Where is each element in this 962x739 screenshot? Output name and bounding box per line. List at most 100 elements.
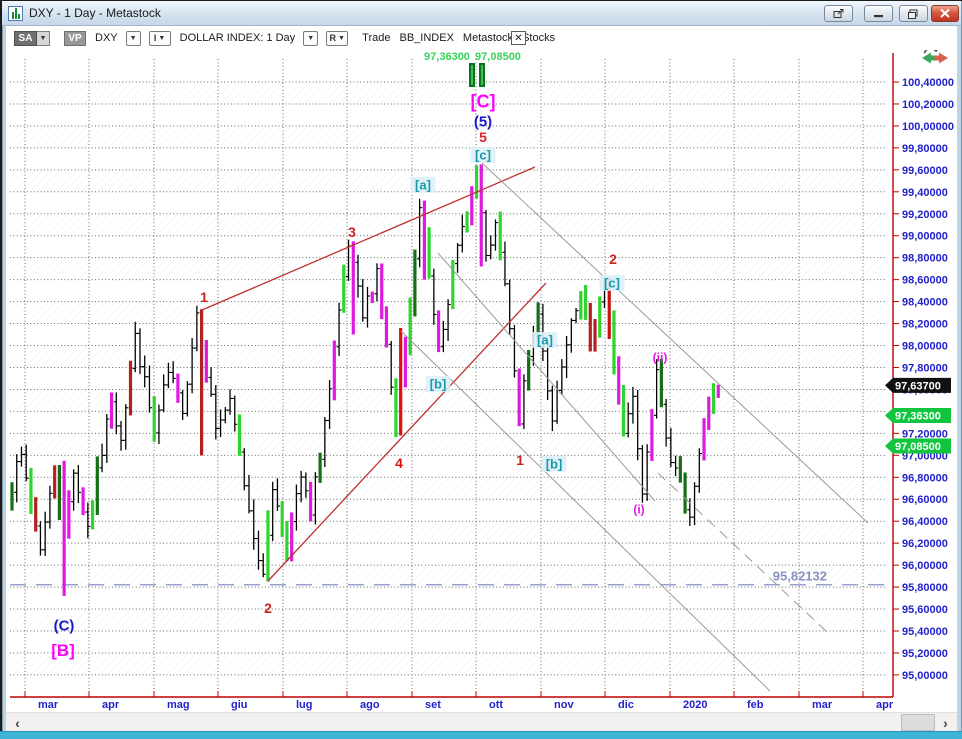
hatch-bands xyxy=(10,82,887,675)
marker-bar xyxy=(479,63,485,87)
chevron-down-icon: ▼ xyxy=(337,34,345,42)
svg-text:99,60000: 99,60000 xyxy=(902,165,948,177)
wave-label: [b] xyxy=(430,377,447,392)
svg-text:97,00000: 97,00000 xyxy=(902,450,948,462)
scrollbar-thumb[interactable] xyxy=(901,714,935,731)
vp-button[interactable]: VP xyxy=(64,30,86,46)
svg-text:99,00000: 99,00000 xyxy=(902,231,948,243)
svg-text:97,63700: 97,63700 xyxy=(895,380,941,392)
svg-text:apr: apr xyxy=(876,699,894,711)
svg-text:98,80000: 98,80000 xyxy=(902,253,948,265)
price-tag xyxy=(885,407,951,423)
svg-text:96,80000: 96,80000 xyxy=(902,472,948,484)
svg-text:96,60000: 96,60000 xyxy=(902,494,948,506)
wave-label: [c] xyxy=(475,148,491,163)
window-right-border xyxy=(957,1,962,739)
popout-icon xyxy=(833,8,844,18)
security-dropdown-button[interactable]: ▼ xyxy=(303,30,319,46)
wave-label: (ii) xyxy=(653,350,668,364)
svg-text:ago: ago xyxy=(360,699,380,711)
close-icon xyxy=(940,9,950,18)
svg-text:98,40000: 98,40000 xyxy=(902,297,948,309)
svg-text:97,80000: 97,80000 xyxy=(902,362,948,374)
svg-text:nov: nov xyxy=(554,699,574,711)
security-name-label: DOLLAR INDEX: 1 Day xyxy=(179,32,296,44)
restore-icon xyxy=(908,9,918,19)
r-dropdown-button[interactable]: R ▼ xyxy=(326,30,349,46)
svg-text:mar: mar xyxy=(38,699,59,711)
title-bar: DXY - 1 Day - Metastock xyxy=(2,1,961,26)
wave-label: 2 xyxy=(264,600,272,616)
toolbar-word-trade: Trade xyxy=(362,32,391,44)
app-icon xyxy=(8,5,23,21)
wave-labels: [C] (5)5 [c] [a] [b] 1 3 4 2 1 [a] [b] 2 [c] (ii) (i) (C… xyxy=(51,91,667,660)
restore-button[interactable] xyxy=(899,5,928,22)
svg-text:100,20000: 100,20000 xyxy=(902,99,954,111)
popout-button[interactable] xyxy=(824,5,853,22)
svg-text:97,36300: 97,36300 xyxy=(424,51,470,63)
wave-label: (5) xyxy=(474,113,492,130)
close-button[interactable] xyxy=(931,5,959,22)
wave-label: 1 xyxy=(200,289,208,305)
svg-text:96,40000: 96,40000 xyxy=(902,516,948,528)
svg-text:giu: giu xyxy=(231,699,248,711)
price-tag xyxy=(885,438,951,454)
svg-text:95,82132: 95,82132 xyxy=(773,569,827,584)
trendline xyxy=(657,472,827,632)
symbol-label: DXY xyxy=(95,32,118,44)
svg-text:98,00000: 98,00000 xyxy=(902,341,948,353)
trendline xyxy=(437,252,656,502)
trendline xyxy=(267,282,547,582)
toolbar-close-button[interactable]: ✕ xyxy=(511,31,526,45)
trendline xyxy=(201,166,536,311)
alert-values: 97,36300 97,08500 xyxy=(424,51,521,87)
scroll-right-button[interactable]: › xyxy=(943,714,948,731)
price-axis: 100,40000 100,20000 100,00000 99,80000 99,60… xyxy=(892,53,954,697)
minimize-button[interactable] xyxy=(864,5,893,22)
wave-label: 2 xyxy=(609,251,617,267)
svg-text:97,08500: 97,08500 xyxy=(895,441,941,453)
svg-text:97,60000: 97,60000 xyxy=(902,384,948,396)
svg-text:95,60000: 95,60000 xyxy=(902,604,948,616)
svg-text:95,20000: 95,20000 xyxy=(902,648,948,660)
horizontal-scrollbar[interactable]: ‹ › xyxy=(6,712,957,731)
window-bottom-border xyxy=(0,731,962,739)
grid xyxy=(10,59,887,691)
sa-button[interactable]: SA xyxy=(14,30,37,46)
wave-label: 1 xyxy=(516,452,524,468)
toolbar-word-bbindex: BB_INDEX xyxy=(399,32,454,44)
svg-text:95,40000: 95,40000 xyxy=(902,626,948,638)
svg-text:ott: ott xyxy=(489,699,503,711)
sa-dropdown-button[interactable]: ▼ xyxy=(37,30,50,46)
svg-text:apr: apr xyxy=(102,699,120,711)
svg-text:mag: mag xyxy=(167,699,190,711)
svg-text:96,00000: 96,00000 xyxy=(902,560,948,572)
chevron-down-icon: ▼ xyxy=(158,34,166,42)
minimize-icon xyxy=(873,15,883,18)
toolbar-word-metastock: Metastock xyxy=(462,32,514,44)
svg-text:99,80000: 99,80000 xyxy=(902,143,948,155)
svg-text:95,00000: 95,00000 xyxy=(902,670,948,682)
svg-text:99,20000: 99,20000 xyxy=(902,209,948,221)
svg-text:2020: 2020 xyxy=(683,699,707,711)
svg-text:96,20000: 96,20000 xyxy=(902,538,948,550)
wave-label: 4 xyxy=(395,455,403,471)
svg-text:feb: feb xyxy=(747,699,764,711)
scroll-left-button[interactable]: ‹ xyxy=(15,714,20,731)
wave-label: (C) xyxy=(54,617,75,634)
wave-label: [B] xyxy=(51,641,75,660)
wave-label: (i) xyxy=(633,502,644,516)
svg-text:mar: mar xyxy=(812,699,833,711)
interval-dropdown-button[interactable]: I ▼ xyxy=(148,30,171,46)
svg-text:dic: dic xyxy=(618,699,634,711)
window-title: DXY - 1 Day - Metastock xyxy=(29,6,161,20)
trendline xyxy=(481,162,869,524)
wave-label: [a] xyxy=(415,178,431,193)
wave-label: 3 xyxy=(348,224,356,240)
time-axis: mar apr mag giu lug ago set ott nov dic 2020 feb mar… xyxy=(10,691,894,711)
symbol-dropdown-button[interactable]: ▼ xyxy=(125,30,141,46)
price-tags: 97,63700 97,36300 97,08500 xyxy=(885,377,951,454)
price-tag xyxy=(885,377,951,393)
